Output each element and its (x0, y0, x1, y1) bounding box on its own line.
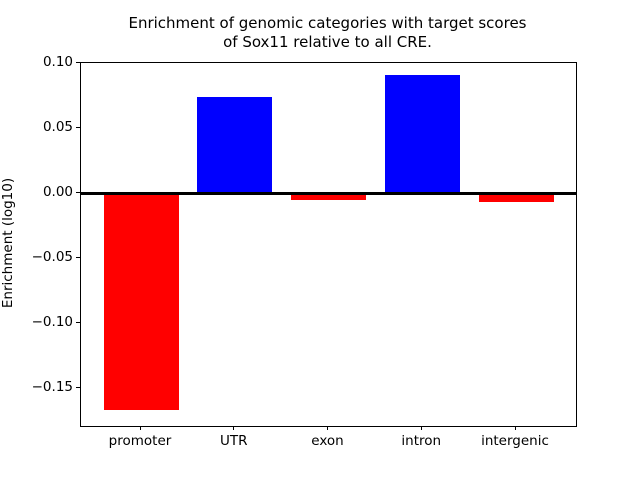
plot-area (80, 62, 577, 427)
y-tick-mark (76, 126, 80, 128)
y-tick-label: −0.10 (31, 314, 73, 331)
y-tick-mark (76, 61, 80, 63)
bar-intergenic (478, 193, 554, 203)
bar-UTR (197, 96, 273, 194)
y-tick-mark (76, 191, 80, 193)
x-tick-mark (327, 426, 328, 430)
x-tick-mark (139, 426, 141, 430)
y-axis-label: Enrichment (log10) (0, 177, 16, 309)
y-tick-label: −0.05 (31, 249, 73, 266)
y-tick-mark (76, 386, 80, 388)
x-tick-label-intron: intron (401, 433, 442, 449)
x-tick-mark (514, 426, 516, 430)
x-tick-label-promoter: promoter (108, 433, 172, 449)
chart-title-line-2: of Sox11 relative to all CRE. (223, 33, 432, 51)
bar-exon (291, 193, 366, 200)
bar-promoter (103, 193, 179, 411)
chart-title: Enrichment of genomic categories with ta… (80, 14, 575, 52)
y-tick-mark (76, 256, 80, 258)
x-tick-label-UTR: UTR (219, 433, 248, 449)
y-tick-label: 0.05 (42, 119, 73, 136)
x-tick-mark (233, 426, 235, 430)
bar-intron (384, 74, 460, 194)
y-tick-label: 0.00 (42, 184, 73, 201)
y-tick-mark (76, 321, 80, 323)
x-tick-mark (420, 426, 422, 430)
chart-title-line-1: Enrichment of genomic categories with ta… (128, 14, 527, 32)
y-tick-label: 0.10 (42, 54, 73, 70)
x-tick-label-intergenic: intergenic (481, 433, 549, 449)
x-tick-label-exon: exon (311, 433, 344, 449)
zero-line (81, 191, 576, 195)
y-tick-label: −0.15 (31, 379, 73, 396)
